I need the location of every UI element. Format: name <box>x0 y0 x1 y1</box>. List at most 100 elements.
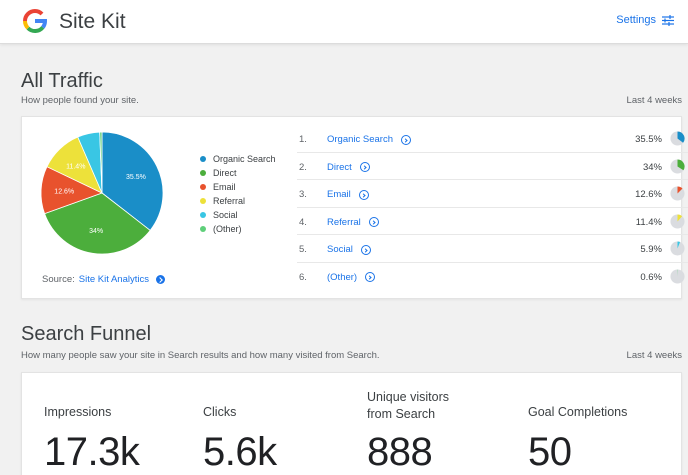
source-prefix: Source: <box>42 274 75 285</box>
row-percent: 11.4% <box>635 216 662 228</box>
legend-item: Direct <box>200 166 276 180</box>
table-row: 5. Social 5.9% <box>297 235 688 263</box>
legend-label: Social <box>213 210 238 220</box>
pie-slice-label: 11.4% <box>66 163 85 170</box>
row-label: Social <box>327 244 353 255</box>
source-link[interactable]: Site Kit Analytics <box>78 274 149 285</box>
legend-item: Organic Search <box>200 152 276 166</box>
mini-pie-icon <box>670 241 685 256</box>
row-link[interactable]: Email <box>327 189 369 200</box>
legend-item: Email <box>200 180 276 194</box>
mini-pie-slice <box>677 158 685 170</box>
pie-slice <box>44 192 151 255</box>
traffic-table: 1. Organic Search 35.5% 2. Direct 34% 3.… <box>297 125 688 290</box>
mini-pie-slice <box>677 131 685 143</box>
mini-pie-icon <box>670 158 685 174</box>
legend-label: Direct <box>213 168 237 178</box>
table-row: 6. (Other) 0.6% <box>297 263 688 291</box>
row-link[interactable]: Referral <box>327 217 379 228</box>
row-percent: 5.9% <box>640 244 662 255</box>
row-link[interactable]: Social <box>327 244 371 255</box>
metric-label-goal-completions: Goal Completions <box>528 405 628 419</box>
legend-dot <box>200 226 206 232</box>
search-funnel-card: Impressions 17.3k Clicks 5.6k Unique vis… <box>21 372 682 475</box>
legend-dot <box>200 184 206 190</box>
row-percent: 34% <box>642 161 662 173</box>
all-traffic-range: Last 4 weeks <box>626 95 682 106</box>
brand-title: Site Kit <box>59 10 126 33</box>
legend-dot <box>200 212 206 218</box>
search-funnel-range: Last 4 weeks <box>626 350 682 361</box>
source-line: Source: Site Kit Analytics <box>42 274 165 285</box>
row-label: Referral <box>327 216 361 228</box>
mini-pie-slice <box>677 213 683 221</box>
legend-item: Referral <box>200 194 276 208</box>
legend-label: (Other) <box>213 224 242 234</box>
legend-item: (Other) <box>200 222 276 236</box>
legend-dot <box>200 156 206 162</box>
row-link[interactable]: Direct <box>327 162 370 173</box>
row-percent: 0.6% <box>640 271 662 283</box>
search-funnel-subtitle: How many people saw your site in Search … <box>21 350 380 361</box>
sliders-icon <box>662 14 674 26</box>
settings-label: Settings <box>616 14 656 26</box>
mini-pie-icon <box>670 186 685 201</box>
arrow-circle-icon[interactable] <box>155 275 165 284</box>
table-row: 1. Organic Search 35.5% <box>297 125 688 153</box>
arrow-circle-icon[interactable] <box>359 162 370 172</box>
arrow-circle-icon[interactable] <box>365 272 376 282</box>
row-rank: 1. <box>299 134 307 145</box>
pie-legend: Organic Search Direct Email Referral Soc… <box>200 152 276 236</box>
row-percent: 12.6% <box>635 189 662 200</box>
legend-dot <box>200 198 206 204</box>
row-rank: 5. <box>299 244 307 255</box>
table-row: 3. Email 12.6% <box>297 180 688 208</box>
legend-dot <box>200 170 206 176</box>
mini-pie-icon <box>670 131 685 146</box>
arrow-circle-icon[interactable] <box>360 244 371 255</box>
row-rank: 2. <box>299 161 307 173</box>
metric-label-unique-visitors: Unique visitors from Search <box>367 390 449 421</box>
all-traffic-title: All Traffic <box>21 70 103 92</box>
metric-label-impressions: Impressions <box>44 405 112 419</box>
legend-label: Email <box>213 182 236 192</box>
settings-link[interactable]: Settings <box>616 14 674 26</box>
pie-slice-label: 34% <box>89 228 103 235</box>
mini-pie-icon <box>670 213 685 229</box>
row-label: (Other) <box>327 271 358 283</box>
row-link[interactable]: (Other) <box>327 271 376 283</box>
pie-slice-label: 35.5% <box>126 174 146 181</box>
legend-item: Social <box>200 208 276 222</box>
search-funnel-title: Search Funnel <box>21 323 152 345</box>
row-label: Email <box>327 189 351 200</box>
pie-slice-label: 12.6% <box>54 189 74 196</box>
arrow-circle-icon[interactable] <box>368 217 379 227</box>
pie-slice <box>101 131 164 231</box>
metric-value-goal-completions: 50 <box>528 430 572 474</box>
metric-value-unique-visitors: 888 <box>367 430 433 474</box>
mini-pie-slice <box>677 186 683 194</box>
metric-value-impressions: 17.3k <box>44 430 140 474</box>
arrow-circle-icon[interactable] <box>401 134 412 145</box>
table-row: 4. Referral 11.4% <box>297 208 688 235</box>
row-label: Direct <box>327 161 352 173</box>
mini-pie-icon <box>670 268 685 284</box>
row-rank: 4. <box>299 216 307 228</box>
table-row: 2. Direct 34% <box>297 153 688 180</box>
row-link[interactable]: Organic Search <box>327 134 412 145</box>
traffic-pie-chart: 35.5% 34% 12.6% 11.4% <box>40 131 164 255</box>
row-label: Organic Search <box>327 134 394 145</box>
row-percent: 35.5% <box>635 134 662 145</box>
all-traffic-card: 35.5% 34% 12.6% 11.4% Organic Search Direct… <box>21 116 688 299</box>
all-traffic-subtitle: How people found your site. <box>21 95 139 106</box>
google-g-icon <box>23 9 47 34</box>
top-bar: Site Kit Settings <box>0 0 688 44</box>
legend-label: Referral <box>213 196 246 206</box>
metric-label-clicks: Clicks <box>203 405 237 419</box>
row-rank: 3. <box>299 189 307 200</box>
arrow-circle-icon[interactable] <box>358 189 369 200</box>
row-rank: 6. <box>299 271 307 283</box>
legend-label: Organic Search <box>213 154 276 164</box>
mini-pie-slice <box>677 241 681 249</box>
pie-slice <box>99 131 103 194</box>
